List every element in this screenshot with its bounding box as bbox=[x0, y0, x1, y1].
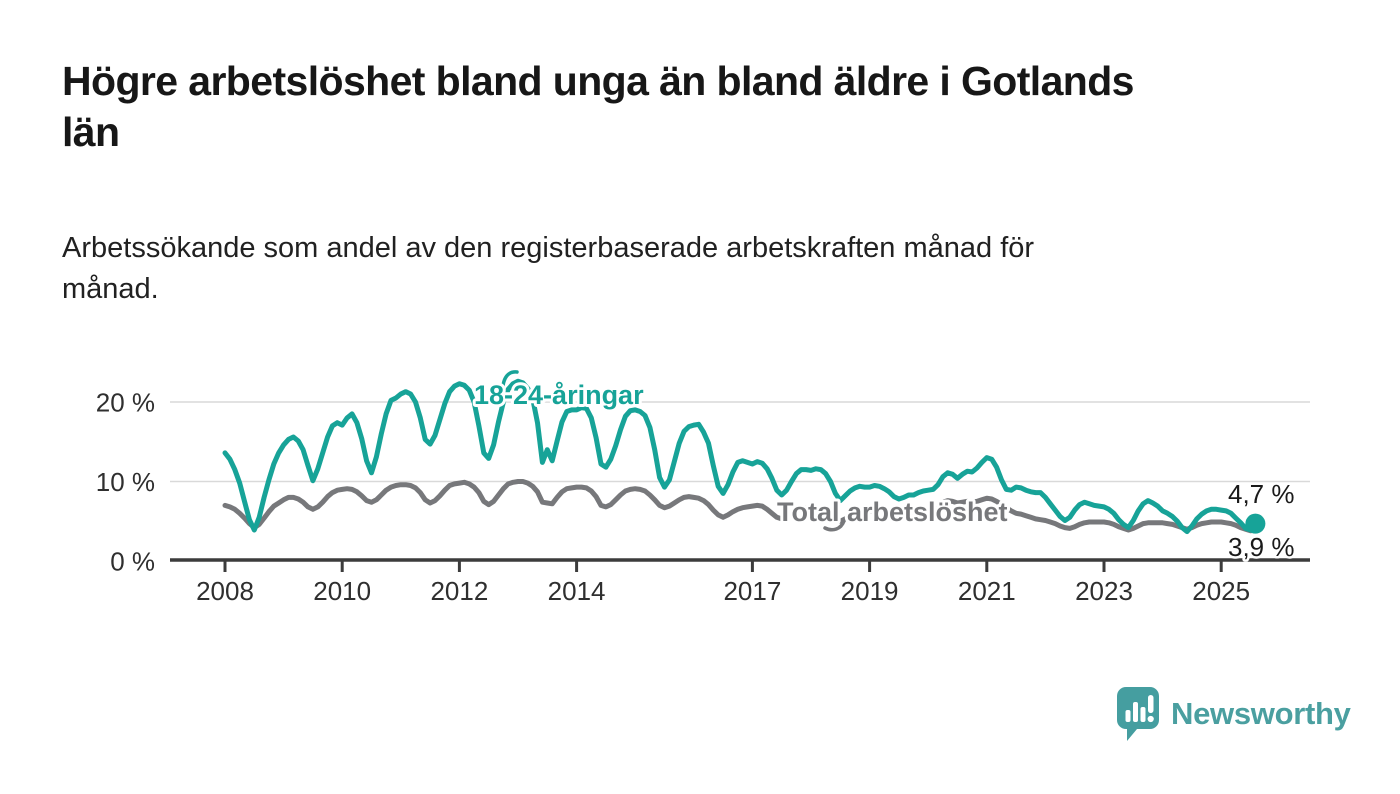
x-axis bbox=[170, 558, 1310, 572]
gridlines bbox=[170, 401, 1310, 483]
y-axis-labels: 0 % 10 % 20 % bbox=[96, 388, 155, 577]
x-axis-labels: 2008 2010 2012 2014 2017 2019 2021 2023 2025 bbox=[196, 576, 1250, 606]
series-label-1: 18-24-åringar bbox=[474, 380, 644, 410]
end-value-label-0: 3,9 % bbox=[1228, 532, 1295, 562]
newsworthy-logo-text: Newsworthy bbox=[1171, 696, 1351, 731]
logo-exclamation-bar bbox=[1148, 695, 1154, 713]
logo-bar-3 bbox=[1140, 707, 1146, 722]
page-title: Högre arbetslöshet bland unga än bland ä… bbox=[62, 56, 1352, 158]
title-line-2: län bbox=[62, 108, 120, 155]
subtitle-line-1: Arbetssökande som andel av den registerb… bbox=[62, 232, 1035, 264]
x-tick-label-2012: 2012 bbox=[430, 576, 488, 606]
logo-exclamation-dot bbox=[1147, 715, 1154, 723]
total-label-pointer-icon bbox=[823, 519, 846, 532]
newsworthy-logo[interactable]: Newsworthy bbox=[1115, 685, 1351, 743]
subtitle-line-2: månad. bbox=[62, 273, 159, 306]
series-end-dot-1 bbox=[1245, 513, 1266, 534]
x-tick-label-2023: 2023 bbox=[1075, 576, 1133, 606]
series-lines bbox=[222, 378, 1258, 535]
chart-subtitle: Arbetssökande som andel av den registerb… bbox=[62, 228, 1302, 310]
x-tick-label-2014: 2014 bbox=[548, 576, 606, 606]
series-label-0: Total arbetslöshet bbox=[777, 497, 1008, 527]
title-line-1: Högre arbetslöshet bland unga än bland ä… bbox=[62, 58, 1134, 104]
x-tick-label-2017: 2017 bbox=[723, 576, 781, 606]
logo-bar-1 bbox=[1125, 710, 1131, 722]
x-tick-label-2021: 2021 bbox=[958, 576, 1016, 606]
series-labels: Total arbetslöshet 18-24-åringar bbox=[471, 377, 1011, 530]
y-tick-label-20: 20 % bbox=[96, 388, 155, 418]
x-tick-label-2010: 2010 bbox=[313, 576, 371, 606]
newsworthy-logo-icon bbox=[1117, 687, 1159, 741]
end-value-label-1: 4,7 % bbox=[1228, 479, 1295, 509]
end-value-labels: 3,9 % 4,7 % bbox=[1226, 477, 1298, 565]
logo-bar-2 bbox=[1133, 702, 1138, 722]
end-markers bbox=[1245, 513, 1266, 534]
x-tick-label-2025: 2025 bbox=[1192, 576, 1250, 606]
y-tick-label-0: 0 % bbox=[110, 547, 155, 577]
youth-label-pointer-icon bbox=[501, 370, 519, 388]
x-tick-label-2008: 2008 bbox=[196, 576, 254, 606]
x-tick-label-2019: 2019 bbox=[841, 576, 899, 606]
series-line-1 bbox=[222, 378, 1258, 535]
y-tick-label-10: 10 % bbox=[96, 467, 155, 497]
series-line-0 bbox=[222, 479, 1258, 534]
